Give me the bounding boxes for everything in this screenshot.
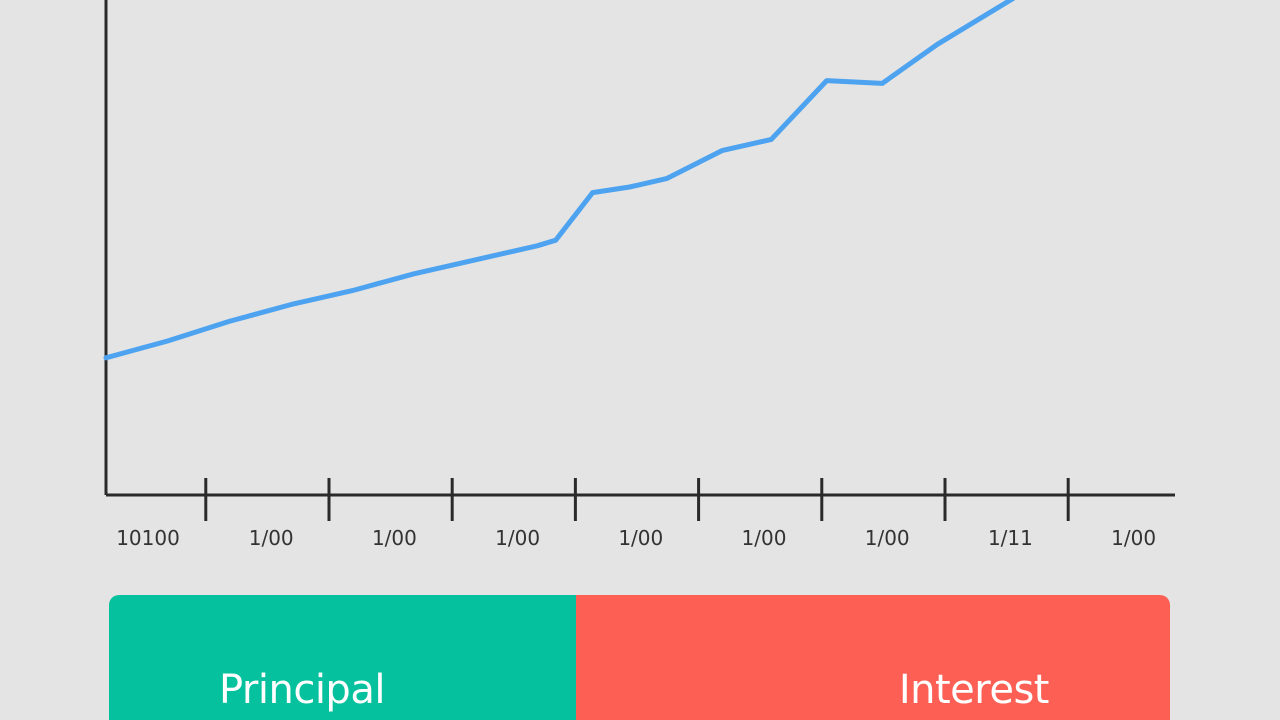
x-tick-label: 1/00 [742,526,787,550]
series-layer [103,0,1016,361]
x-tick-label: 1/00 [1111,526,1156,550]
x-tick-label: 1/00 [618,526,663,550]
x-axis-tick-labels: 10100 1/00 1/00 1/00 1/00 1/00 1/00 1/11 1/00 [116,526,1156,550]
series-line [103,0,1016,361]
chart-axes [104,0,1175,497]
principal-segment: Principal [109,595,576,720]
x-tick-label: 1/00 [495,526,540,550]
x-tick-label: 10100 [116,526,180,550]
interest-label: Interest [898,667,1050,713]
x-tick-label: 1/00 [372,526,417,550]
principal-interest-bar: Principal Interest [109,595,1170,720]
x-axis-ticks [204,478,1070,521]
line-chart: 10100 1/00 1/00 1/00 1/00 1/00 1/00 1/11 1/00 [103,0,1175,550]
interest-segment: Interest [575,595,1170,720]
x-tick-label: 1/00 [865,526,910,550]
x-tick-label: 1/11 [988,526,1033,550]
principal-label: Principal [219,667,385,713]
x-tick-label: 1/00 [249,526,294,550]
